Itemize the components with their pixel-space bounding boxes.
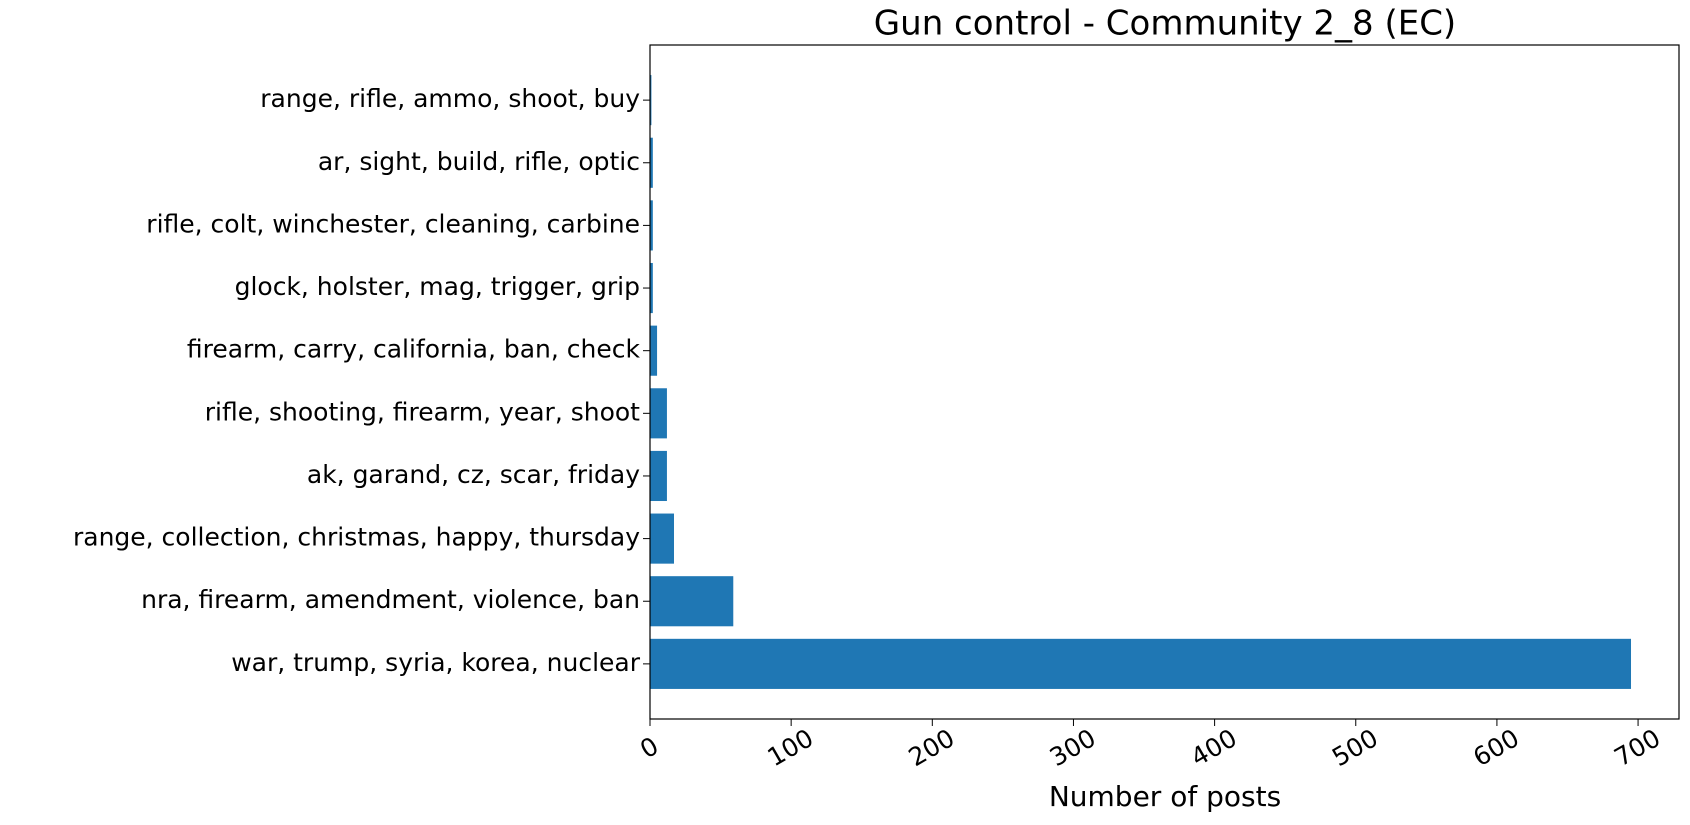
y-tick-label: range, collection, christmas, happy, thu… [73, 523, 640, 552]
bar [650, 576, 734, 627]
x-tick-label: 100 [762, 723, 818, 772]
y-tick-label: rifle, colt, winchester, cleaning, carbi… [146, 209, 640, 238]
bar [650, 450, 667, 502]
y-tick-label: ak, garand, cz, scar, friday [307, 460, 640, 489]
chart-title: Gun control - Community 2_8 (EC) [874, 4, 1456, 44]
x-tick-label: 0 [635, 731, 663, 764]
y-tick-label: range, rifle, ammo, shoot, buy [260, 84, 640, 113]
y-tick-label: glock, holster, mag, trigger, grip [235, 272, 640, 301]
plot-frame [649, 44, 1680, 720]
y-tick-label: war, trump, syria, korea, nuclear [231, 648, 641, 677]
bar [650, 325, 658, 376]
x-axis-label: Number of posts [1049, 780, 1281, 813]
x-tick-label: 600 [1468, 723, 1524, 772]
y-tick-label: ar, sight, build, rifle, optic [318, 147, 640, 176]
y-tick-label: nra, firearm, amendment, violence, ban [141, 585, 640, 614]
bar [650, 513, 674, 564]
x-tick-label: 700 [1609, 723, 1665, 772]
bar [650, 262, 653, 314]
bar [650, 388, 667, 439]
bar [650, 137, 653, 188]
bar [650, 200, 653, 251]
x-tick-label: 200 [904, 723, 960, 772]
bar [650, 75, 652, 126]
x-tick-label: 500 [1327, 723, 1383, 772]
y-tick-label: rifle, shooting, firearm, year, shoot [205, 397, 640, 426]
x-tick-label: 400 [1186, 723, 1242, 772]
x-tick-label: 300 [1045, 723, 1101, 772]
bar [650, 638, 1632, 689]
y-tick-label: firearm, carry, california, ban, check [187, 335, 641, 364]
